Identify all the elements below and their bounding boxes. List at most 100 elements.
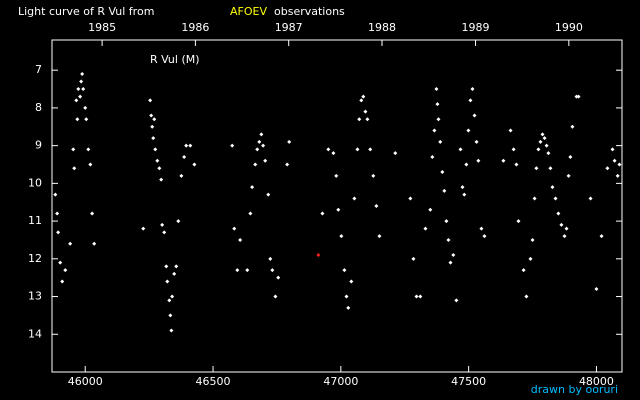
data-point — [153, 147, 158, 152]
data-point — [268, 256, 273, 261]
x2-tick-label: 1987 — [275, 21, 303, 34]
data-point — [250, 185, 255, 190]
data-point — [232, 226, 237, 231]
data-point — [371, 173, 376, 178]
data-point — [270, 268, 275, 273]
data-point — [336, 207, 341, 212]
data-point — [470, 87, 475, 92]
data-point — [63, 268, 68, 273]
data-point — [546, 151, 551, 156]
data-point — [253, 162, 258, 167]
data-point — [245, 268, 250, 273]
data-point — [74, 98, 79, 103]
x-tick-label: 47000 — [323, 375, 358, 388]
data-point — [393, 151, 398, 156]
data-point — [169, 328, 174, 333]
data-point — [534, 166, 539, 171]
data-point — [339, 234, 344, 239]
data-point — [90, 211, 95, 216]
data-point — [536, 147, 541, 152]
x-tick-label: 46000 — [68, 375, 103, 388]
data-point — [81, 87, 86, 92]
data-point — [511, 147, 516, 152]
data-point — [365, 117, 370, 122]
data-point — [556, 211, 561, 216]
data-point — [570, 124, 575, 129]
y-tick-label: 9 — [35, 139, 42, 152]
data-point — [84, 117, 89, 122]
data-point — [334, 173, 339, 178]
data-point — [88, 162, 93, 167]
data-point — [442, 188, 447, 193]
data-point — [540, 132, 545, 137]
data-point — [60, 279, 65, 284]
data-point — [377, 234, 382, 239]
data-point — [188, 143, 193, 148]
data-point — [508, 128, 513, 133]
data-point — [548, 166, 553, 171]
data-point — [151, 136, 156, 141]
data-point — [610, 147, 615, 152]
data-point — [75, 117, 80, 122]
data-point — [562, 234, 567, 239]
data-point — [192, 162, 197, 167]
x2-tick-label: 1990 — [555, 21, 583, 34]
data-point — [440, 170, 445, 175]
data-point — [432, 128, 437, 133]
data-point — [368, 147, 373, 152]
data-point — [141, 226, 146, 231]
data-point — [349, 279, 354, 284]
data-point — [418, 294, 423, 299]
data-point — [617, 162, 622, 167]
data-point — [568, 154, 573, 159]
data-point — [553, 196, 558, 201]
data-point — [80, 71, 85, 76]
data-point — [287, 139, 292, 144]
data-point — [482, 234, 487, 239]
data-point — [276, 275, 281, 280]
data-point — [162, 230, 167, 235]
data-point — [326, 147, 331, 152]
data-point — [167, 298, 172, 303]
data-point — [159, 177, 164, 182]
data-point — [152, 117, 157, 122]
data-point — [172, 271, 177, 276]
x-tick-label: 47500 — [451, 375, 486, 388]
data-point — [263, 158, 268, 163]
y-tick-label: 11 — [28, 214, 42, 227]
y-tick-label: 8 — [35, 101, 42, 114]
data-point — [564, 226, 569, 231]
data-point — [528, 256, 533, 261]
data-point — [574, 94, 579, 99]
data-point — [472, 113, 477, 118]
data-point — [430, 154, 435, 159]
data-point — [501, 158, 506, 163]
data-point — [316, 253, 321, 258]
credit: drawn by ooruri — [531, 383, 618, 396]
x-tick-label: 48000 — [579, 375, 614, 388]
x-tick-label: 46500 — [196, 375, 231, 388]
data-point — [566, 173, 571, 178]
data-point — [92, 241, 97, 246]
data-point — [160, 222, 165, 227]
data-point — [331, 151, 336, 156]
data-point — [438, 139, 443, 144]
data-point — [594, 287, 599, 291]
data-point — [72, 166, 77, 171]
y-tick-label: 14 — [28, 327, 42, 340]
data-point — [428, 207, 433, 212]
data-point — [184, 143, 189, 148]
data-point — [320, 211, 325, 216]
data-point — [83, 105, 88, 110]
data-point — [532, 196, 537, 201]
data-point — [68, 241, 73, 246]
data-point — [235, 268, 240, 273]
data-point — [342, 268, 347, 273]
data-point — [58, 260, 63, 265]
data-point — [615, 173, 620, 178]
data-point — [550, 185, 555, 190]
data-point — [76, 87, 81, 92]
data-point — [542, 136, 547, 141]
data-point — [78, 94, 83, 99]
